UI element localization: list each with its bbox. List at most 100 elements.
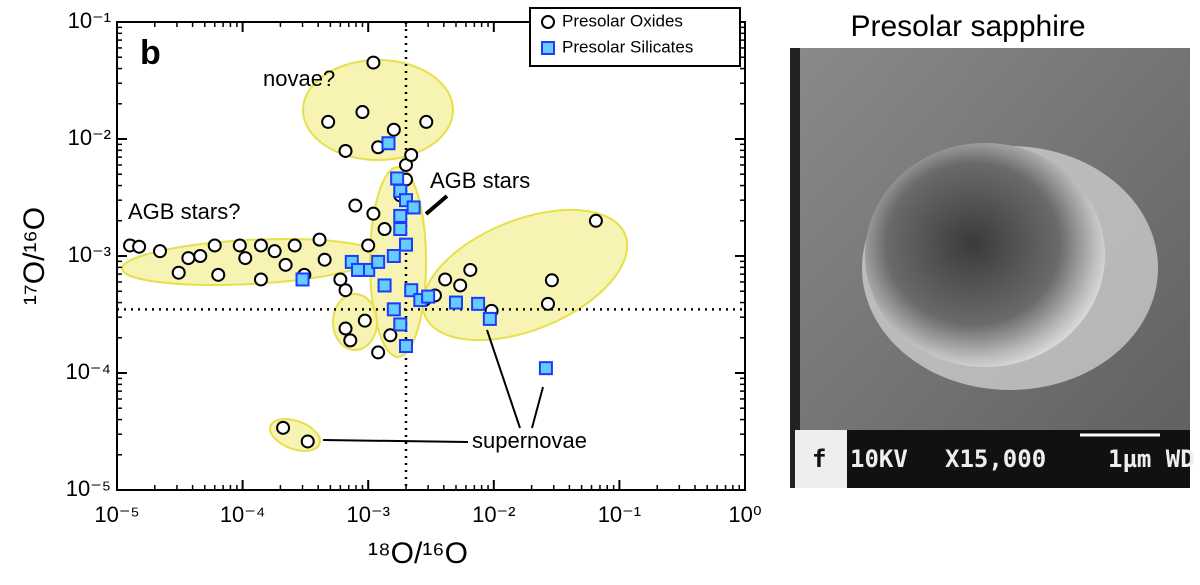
annotation: AGB stars? bbox=[128, 199, 240, 224]
point bbox=[377, 278, 392, 293]
point bbox=[399, 339, 414, 354]
point bbox=[276, 420, 291, 435]
point bbox=[211, 267, 226, 282]
plot-frame bbox=[116, 21, 746, 491]
pointer bbox=[424, 194, 449, 216]
low-region bbox=[332, 293, 378, 351]
caption: X15,000 bbox=[945, 445, 1046, 473]
legend-marker bbox=[541, 41, 555, 55]
point bbox=[544, 273, 559, 288]
point bbox=[386, 302, 401, 317]
legend-label: Presolar Silicates bbox=[562, 37, 693, 56]
caption: 1µm WD bbox=[1108, 445, 1195, 473]
x-tick-label: 10⁻³ bbox=[346, 502, 389, 527]
point bbox=[361, 238, 376, 253]
photo-title: Presolar sapphire bbox=[850, 10, 1085, 43]
point bbox=[357, 313, 372, 328]
panel-label: b bbox=[140, 34, 161, 72]
point bbox=[366, 206, 381, 221]
point bbox=[343, 333, 358, 348]
point bbox=[399, 237, 414, 252]
point bbox=[253, 238, 268, 253]
x-tick-label: 10⁻⁵ bbox=[94, 502, 139, 527]
point bbox=[540, 296, 555, 311]
point bbox=[386, 122, 401, 137]
point bbox=[393, 208, 408, 223]
caption-bar bbox=[795, 430, 1190, 488]
y-tick-label: 10⁻³ bbox=[68, 242, 111, 267]
point bbox=[386, 249, 401, 263]
sn-region bbox=[269, 418, 321, 452]
point bbox=[181, 251, 196, 266]
point bbox=[287, 238, 302, 253]
point bbox=[333, 272, 348, 287]
point bbox=[238, 251, 253, 266]
point bbox=[351, 262, 366, 277]
point bbox=[321, 114, 336, 129]
point bbox=[338, 283, 353, 298]
point bbox=[404, 147, 419, 162]
point bbox=[393, 317, 408, 332]
annotation: supernovae bbox=[472, 428, 587, 453]
photo-edge bbox=[790, 48, 800, 488]
legend-marker bbox=[541, 15, 555, 29]
point bbox=[355, 105, 370, 120]
x-tick-label: 10⁻⁴ bbox=[220, 502, 266, 527]
pointers bbox=[322, 194, 544, 443]
point bbox=[207, 238, 222, 253]
point bbox=[538, 361, 553, 376]
point bbox=[438, 272, 453, 287]
point bbox=[132, 239, 147, 254]
point bbox=[366, 55, 381, 70]
y-axis-label: ¹⁷O/¹⁶O bbox=[18, 207, 51, 305]
point bbox=[421, 289, 436, 304]
point bbox=[463, 262, 478, 277]
point bbox=[393, 222, 408, 237]
point bbox=[295, 272, 310, 287]
point bbox=[338, 321, 353, 336]
pointer bbox=[486, 329, 521, 429]
point bbox=[348, 198, 363, 213]
x-axis-label: ¹⁸O/¹⁶O bbox=[368, 537, 468, 570]
pointer bbox=[322, 439, 469, 443]
point bbox=[253, 272, 268, 287]
legend-label: Presolar Oxides bbox=[562, 11, 683, 30]
y-tick-label: 10⁻⁵ bbox=[66, 476, 111, 501]
point bbox=[471, 296, 486, 311]
point bbox=[193, 249, 208, 263]
point bbox=[300, 434, 315, 449]
point bbox=[383, 328, 398, 343]
point bbox=[267, 244, 282, 259]
grain bbox=[865, 143, 1105, 367]
point bbox=[371, 345, 386, 360]
point bbox=[588, 213, 603, 228]
point bbox=[278, 257, 293, 272]
x-tick-label: 10⁰ bbox=[728, 502, 761, 527]
point bbox=[232, 238, 247, 253]
y-tick-label: 10⁻² bbox=[68, 125, 111, 150]
photo bbox=[790, 48, 1190, 488]
point bbox=[448, 295, 463, 310]
point bbox=[153, 244, 168, 259]
point bbox=[406, 200, 421, 215]
annotation: novae? bbox=[263, 66, 335, 91]
point bbox=[390, 171, 405, 186]
point bbox=[338, 143, 353, 158]
x-tick-label: 10⁻² bbox=[472, 502, 515, 527]
y-tick-label: 10⁻⁴ bbox=[65, 359, 111, 384]
y-tick-label: 10⁻¹ bbox=[68, 8, 111, 33]
legend-box bbox=[529, 7, 741, 67]
point bbox=[371, 254, 386, 269]
caption-box bbox=[795, 430, 847, 488]
caption: f bbox=[812, 445, 826, 473]
legend: Presolar Oxides Presolar Silicates bbox=[529, 7, 741, 67]
plot: 10⁻⁵ 10⁻⁴ 10⁻³ 10⁻² 10⁻¹ 10⁰ 10⁻⁵ 10⁻⁴ 10⁻³ 10⁻² 1… bbox=[65, 8, 761, 527]
point bbox=[482, 311, 497, 326]
point bbox=[381, 136, 396, 151]
point bbox=[171, 265, 186, 280]
point bbox=[453, 278, 468, 293]
pointer bbox=[531, 386, 544, 429]
point bbox=[377, 222, 392, 237]
point bbox=[317, 252, 332, 267]
